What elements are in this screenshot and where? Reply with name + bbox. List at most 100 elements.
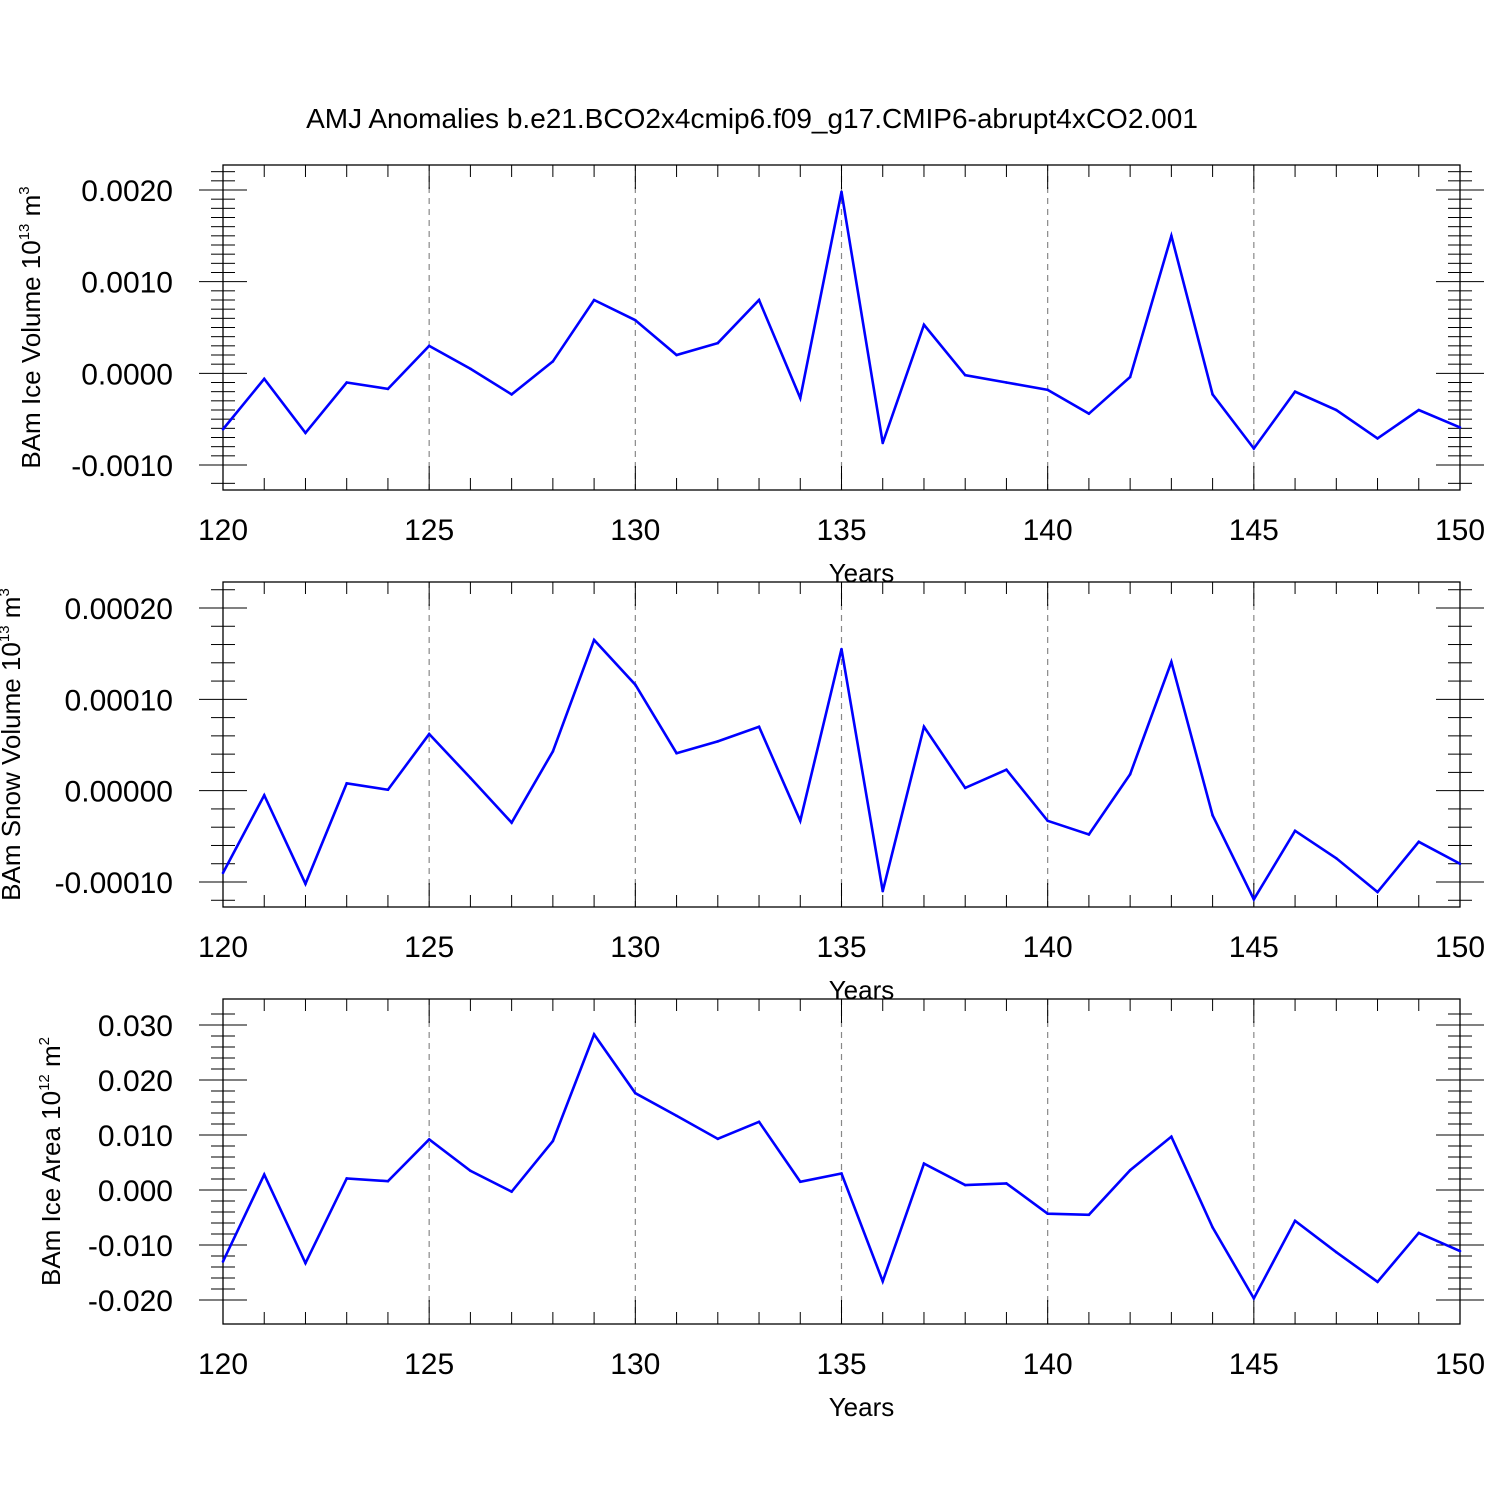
y-tick-label: 0.0000 bbox=[81, 358, 173, 391]
x-tick-label: 135 bbox=[816, 1348, 866, 1381]
data-point bbox=[1128, 375, 1132, 379]
data-point bbox=[304, 882, 307, 886]
x-tick-label: 150 bbox=[1435, 931, 1485, 964]
data-point bbox=[963, 1183, 967, 1187]
data-point bbox=[1046, 819, 1049, 823]
data-point bbox=[1211, 1226, 1214, 1229]
data-point bbox=[1005, 768, 1008, 771]
x-tick-label: 145 bbox=[1229, 514, 1279, 547]
data-point bbox=[1087, 412, 1091, 415]
data-point bbox=[221, 1260, 225, 1263]
x-tick-label: 150 bbox=[1435, 514, 1485, 547]
data-point bbox=[840, 1172, 843, 1175]
data-point bbox=[798, 1180, 802, 1184]
data-point bbox=[221, 427, 225, 431]
data-point bbox=[757, 1120, 761, 1124]
data-point bbox=[1293, 390, 1297, 393]
data-point bbox=[469, 1169, 472, 1173]
x-tick-label: 125 bbox=[404, 514, 454, 547]
data-point bbox=[634, 318, 637, 322]
x-axis-label: Years bbox=[829, 1392, 895, 1422]
x-axis-label: Years bbox=[829, 975, 895, 1005]
data-point bbox=[1376, 1280, 1379, 1284]
data-point bbox=[1005, 1182, 1008, 1185]
data-point bbox=[1376, 437, 1379, 440]
data-point bbox=[345, 381, 349, 384]
x-tick-label: 140 bbox=[1023, 931, 1073, 964]
data-point bbox=[551, 750, 555, 753]
data-point bbox=[1458, 1249, 1462, 1253]
data-point bbox=[1417, 408, 1421, 412]
data-point bbox=[592, 638, 596, 642]
data-point bbox=[1170, 660, 1173, 664]
data-point bbox=[1087, 1213, 1091, 1217]
data-point bbox=[840, 647, 843, 651]
y-axis-label-unit-exponent: 2 bbox=[36, 1037, 53, 1045]
data-point bbox=[510, 1190, 513, 1193]
x-axis-label: Years bbox=[829, 558, 895, 588]
data-point bbox=[963, 373, 967, 377]
data-point bbox=[1005, 381, 1008, 384]
x-tick-label: 145 bbox=[1229, 1348, 1279, 1381]
data-point bbox=[592, 298, 596, 302]
x-tick-label: 120 bbox=[198, 514, 248, 547]
y-tick-label: 0.0010 bbox=[81, 267, 173, 300]
y-tick-label: 0.00020 bbox=[65, 593, 173, 626]
data-point bbox=[1170, 234, 1173, 238]
data-point bbox=[634, 1091, 637, 1095]
data-point bbox=[634, 683, 637, 687]
data-point bbox=[1046, 1212, 1049, 1215]
data-point bbox=[1128, 772, 1132, 776]
y-axis-label-text: BAm Ice Volume 10 bbox=[16, 240, 46, 468]
data-point bbox=[1417, 1231, 1421, 1235]
data-point bbox=[510, 821, 513, 824]
panel-ice-area: 120 125 130 135 140 145 150 Years -0.020 -0.010 0.… bbox=[36, 998, 1485, 1422]
y-axis-label-unit: m bbox=[16, 195, 46, 224]
x-tick-label: 145 bbox=[1229, 931, 1279, 964]
data-point bbox=[427, 732, 431, 736]
y-axis-label: BAm Ice Volume 1013 m3 bbox=[16, 186, 46, 468]
data-point bbox=[1335, 1250, 1338, 1254]
x-tick-label: 130 bbox=[610, 514, 660, 547]
x-tick-label: 150 bbox=[1435, 1348, 1485, 1381]
y-axis-label: BAm Snow Volume 1013 m3 bbox=[0, 588, 26, 901]
data-point bbox=[716, 341, 720, 345]
data-point bbox=[592, 1033, 596, 1036]
panel-ice-volume: 120 125 130 135 140 145 150 Years -0.0010 0.0000 0… bbox=[16, 164, 1485, 588]
data-point bbox=[1293, 829, 1297, 833]
y-axis-label-exponent: 13 bbox=[16, 224, 33, 241]
x-tick-label: 140 bbox=[1023, 514, 1073, 547]
data-point bbox=[757, 725, 761, 729]
y-tick-label: 0.00000 bbox=[65, 776, 173, 809]
data-point bbox=[1252, 898, 1256, 901]
data-point bbox=[675, 751, 678, 755]
y-tick-label: -0.010 bbox=[88, 1230, 173, 1263]
data-point bbox=[345, 782, 349, 785]
y-axis-label-exponent: 13 bbox=[0, 625, 13, 642]
data-point bbox=[1252, 447, 1256, 450]
y-tick-label: 0.0020 bbox=[81, 175, 173, 208]
data-point bbox=[922, 323, 926, 327]
data-point bbox=[386, 1179, 390, 1183]
data-point bbox=[1335, 856, 1338, 860]
data-point bbox=[1335, 408, 1338, 412]
data-point bbox=[798, 396, 802, 400]
y-axis-label-text: BAm Ice Area 10 bbox=[36, 1091, 66, 1286]
y-tick-label: -0.0010 bbox=[71, 450, 173, 483]
data-point bbox=[840, 190, 843, 194]
x-tick-label: 125 bbox=[404, 1348, 454, 1381]
y-tick-label: 0.020 bbox=[98, 1065, 173, 1098]
data-point bbox=[427, 1138, 431, 1141]
y-tick-label: 0.030 bbox=[98, 1010, 173, 1043]
data-point bbox=[1252, 1297, 1256, 1300]
y-axis-label: BAm Ice Area 1012 m2 bbox=[36, 1037, 66, 1286]
y-axis-label-unit: m bbox=[0, 597, 26, 626]
data-point bbox=[304, 431, 307, 435]
x-tick-label: 135 bbox=[816, 514, 866, 547]
data-point bbox=[262, 377, 266, 381]
y-axis-label-text: BAm Snow Volume 10 bbox=[0, 642, 26, 901]
x-tick-label: 135 bbox=[816, 931, 866, 964]
x-tick-label: 130 bbox=[610, 1348, 660, 1381]
